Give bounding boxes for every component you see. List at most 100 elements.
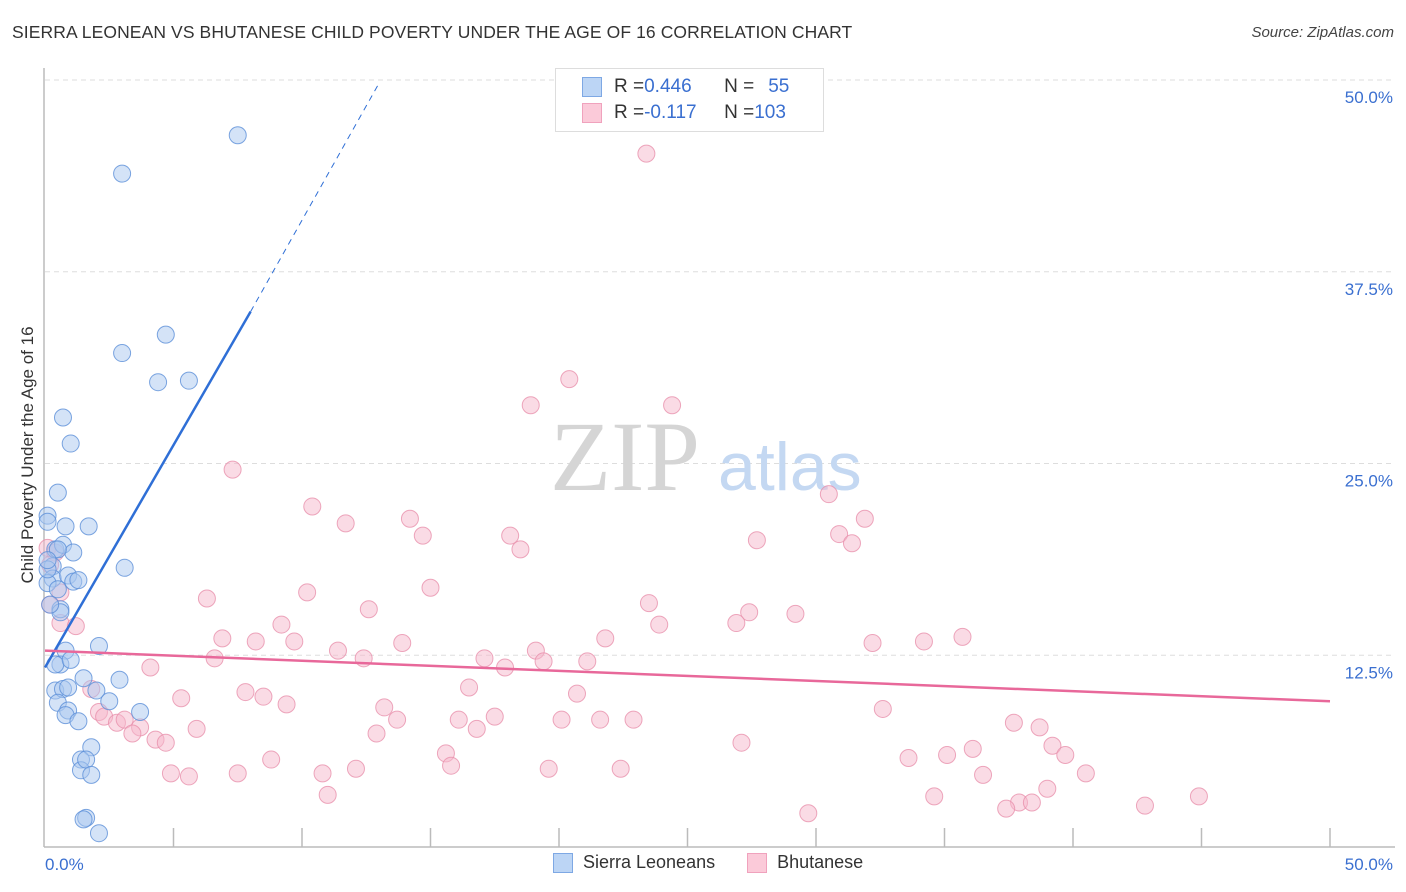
- bhutanese-point: [521, 396, 540, 415]
- bhutanese-point: [534, 652, 553, 671]
- bhutanese-point: [747, 531, 766, 550]
- sierra-leonean-point: [61, 434, 80, 453]
- x-tick-label: 50.0%: [1345, 855, 1393, 874]
- sierra-leonean-trendline-extension: [250, 82, 380, 312]
- sierra-leonean-point: [38, 512, 57, 531]
- sierra-leonean-point: [82, 765, 101, 784]
- sierra-leonean-point: [149, 373, 168, 392]
- bhutanese-point: [223, 460, 242, 479]
- sierra-leonean-point: [100, 692, 119, 711]
- bhutanese-point: [842, 534, 861, 553]
- sierra-leonean-point: [115, 558, 134, 577]
- bhutanese-point: [624, 710, 643, 729]
- sierra-leonean-point: [77, 750, 96, 769]
- sierra-leonean-point: [89, 824, 108, 843]
- bhutanese-point: [560, 370, 579, 389]
- bhutanese-point: [388, 710, 407, 729]
- n-value: 55: [768, 76, 790, 97]
- sierra-leonean-point: [56, 517, 75, 536]
- bhutanese-point: [1056, 745, 1075, 764]
- bhutanese-point: [997, 799, 1016, 818]
- legend-row-sierra-leoneans: R = 0.446 N = 55: [582, 75, 789, 99]
- n-label: N =: [724, 76, 755, 97]
- sierra-leonean-point: [69, 571, 88, 590]
- watermark-zip: ZIP: [550, 401, 700, 512]
- bhutanese-point: [1022, 793, 1041, 812]
- bhutanese-point: [1038, 779, 1057, 798]
- bhutanese-point: [863, 633, 882, 652]
- bhutanese-point: [298, 583, 317, 602]
- sierra-leonean-point: [74, 669, 93, 688]
- sierra-leonean-point: [87, 681, 106, 700]
- bhutanese-point: [899, 749, 918, 768]
- bhutanese-point: [313, 764, 332, 783]
- bhutanese-point: [511, 540, 530, 559]
- bhutanese-point: [336, 514, 355, 533]
- watermark-atlas: atlas: [718, 429, 862, 505]
- r-label: R =: [614, 102, 645, 123]
- sierra-leonean-point: [110, 670, 129, 689]
- sierra-leonean-point: [48, 483, 67, 502]
- sierra-leonean-trendline: [43, 311, 252, 669]
- blue-swatch-icon: [582, 77, 602, 97]
- bhutanese-point: [277, 695, 296, 714]
- bhutanese-point: [367, 724, 386, 743]
- bhutanese-point: [123, 724, 142, 743]
- sierra-leonean-point: [89, 637, 108, 656]
- bhutanese-point: [1076, 764, 1095, 783]
- bhutanese-point: [663, 396, 682, 415]
- bhutanese-point: [938, 745, 957, 764]
- sierra-leonean-point: [48, 580, 67, 599]
- sierra-leonean-point: [38, 551, 57, 570]
- bhutanese-point: [460, 678, 479, 697]
- bhutanese-point: [819, 485, 838, 504]
- bhutanese-point: [141, 658, 160, 677]
- bhutanese-point: [963, 739, 982, 758]
- bhutanese-point: [318, 785, 337, 804]
- bhutanese-point: [953, 627, 972, 646]
- y-tick-label: 37.5%: [1345, 280, 1393, 299]
- bhutanese-point: [359, 600, 378, 619]
- bhutanese-point: [285, 632, 304, 651]
- bhutanese-point: [272, 615, 291, 634]
- x-tick-label: 0.0%: [45, 855, 84, 874]
- bhutanese-point: [552, 710, 571, 729]
- bhutanese-point: [303, 497, 322, 516]
- bhutanese-point: [830, 525, 849, 544]
- bhutanese-point: [596, 629, 615, 648]
- bhutanese-point: [467, 719, 486, 738]
- bhutanese-point: [591, 710, 610, 729]
- sierra-leonean-point: [41, 595, 60, 614]
- sierra-leonean-point: [131, 703, 150, 722]
- sierra-leonean-point: [69, 712, 88, 731]
- bhutanese-point: [873, 699, 892, 718]
- y-tick-label: 25.0%: [1345, 472, 1393, 491]
- bhutanese-point: [974, 765, 993, 784]
- r-label: R =: [614, 76, 645, 97]
- bhutanese-point: [262, 750, 281, 769]
- pink-swatch-icon: [582, 103, 602, 123]
- y-tick-label: 50.0%: [1345, 88, 1393, 107]
- sierra-leonean-point: [74, 810, 93, 829]
- bhutanese-point: [611, 759, 630, 778]
- bhutanese-point: [156, 733, 175, 752]
- sierra-leonean-point: [113, 344, 132, 363]
- bhutanese-point: [197, 589, 216, 608]
- bhutanese-point: [1030, 718, 1049, 737]
- bhutanese-point: [501, 526, 520, 545]
- bhutanese-point: [346, 759, 365, 778]
- bhutanese-trendline: [44, 649, 1331, 703]
- bhutanese-point: [449, 710, 468, 729]
- bhutanese-point: [578, 652, 597, 671]
- sierra-leonean-point: [156, 325, 175, 344]
- bhutanese-point: [567, 684, 586, 703]
- sierra-leonean-point: [53, 408, 72, 427]
- bhutanese-point: [925, 787, 944, 806]
- sierra-leonean-point: [79, 517, 98, 536]
- bhutanese-point: [740, 603, 759, 622]
- bhutanese-point: [732, 733, 751, 752]
- bhutanese-point: [254, 687, 273, 706]
- bhutanese-point: [855, 509, 874, 528]
